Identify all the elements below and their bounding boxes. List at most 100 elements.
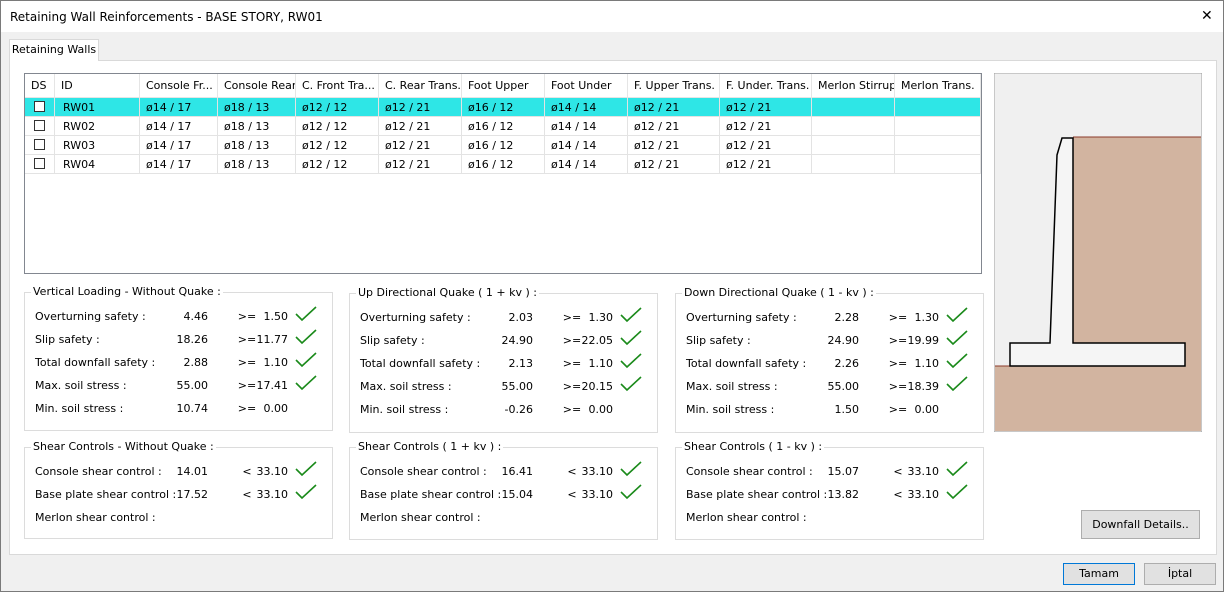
table-cell[interactable]: ø16 / 12 (462, 117, 545, 136)
table-cell[interactable]: ø12 / 21 (628, 136, 720, 155)
check-ok (946, 376, 968, 392)
row-limit: 11.77 (257, 333, 289, 346)
tab[interactable]: Retaining Walls (9, 39, 99, 61)
title-bar: Retaining Wall Reinforcements - BASE STO… (1, 1, 1223, 32)
row-operator: < (888, 465, 908, 478)
table-cell[interactable]: ø12 / 12 (296, 155, 379, 174)
check-mark (621, 462, 641, 475)
table-cell[interactable]: ø12 / 12 (296, 136, 379, 155)
row-limit: 20.15 (582, 380, 614, 393)
wall-table: DSIDConsole Fr...Console RearC. Front Tr… (24, 73, 982, 274)
row-operator: >= (888, 311, 908, 324)
table-cell[interactable]: ø12 / 21 (720, 136, 812, 155)
checkbox[interactable] (34, 101, 45, 112)
table-cell[interactable]: RW02 (55, 117, 140, 136)
table-cell[interactable]: ø12 / 21 (379, 155, 462, 174)
row-value: 55.00 (828, 380, 860, 393)
close-button[interactable]: ✕ (1201, 8, 1213, 24)
check-ok (946, 353, 968, 369)
column-header: DS (25, 74, 55, 98)
checkbox[interactable] (34, 139, 45, 150)
table-cell[interactable]: ø12 / 21 (628, 155, 720, 174)
row-limit: 17.41 (257, 379, 289, 392)
row-label: Merlon shear control : (35, 511, 156, 524)
row-label: Total downfall safety : (686, 357, 806, 370)
row-operator: >= (888, 380, 908, 393)
row-label: Base plate shear control : (686, 488, 827, 501)
row-value: 14.01 (177, 465, 209, 478)
row-limit: 33.10 (908, 488, 940, 501)
checkbox[interactable] (34, 158, 45, 169)
table-cell[interactable]: ø16 / 12 (462, 136, 545, 155)
check-mark (621, 354, 641, 367)
table-cell[interactable]: ø18 / 13 (218, 98, 296, 117)
table-cell[interactable]: RW01 (55, 98, 140, 117)
row-limit: 1.50 (264, 310, 289, 323)
row-value: 2.03 (509, 311, 534, 324)
table-cell[interactable]: ø14 / 14 (545, 98, 628, 117)
table-cell[interactable]: ø12 / 21 (628, 117, 720, 136)
check-mark (947, 331, 967, 344)
table-cell[interactable]: ø12 / 21 (379, 117, 462, 136)
row-operator: >= (237, 356, 257, 369)
check-ok (620, 484, 642, 500)
row-operator: >= (237, 402, 257, 415)
table-cell[interactable]: ø12 / 21 (720, 155, 812, 174)
table-cell[interactable]: ø12 / 21 (628, 98, 720, 117)
row-value: 10.74 (177, 402, 209, 415)
table-cell[interactable]: ø16 / 12 (462, 98, 545, 117)
row-operator: >= (562, 380, 582, 393)
table-cell[interactable]: ø12 / 21 (720, 98, 812, 117)
group-title: Shear Controls ( 1 + kv ) : (356, 440, 503, 453)
table-cell[interactable]: ø12 / 21 (379, 136, 462, 155)
table-cell[interactable]: ø12 / 12 (296, 117, 379, 136)
column-header: Foot Under (545, 74, 628, 98)
table-cell[interactable]: ø14 / 17 (140, 136, 218, 155)
row-label: Merlon shear control : (360, 511, 481, 524)
row-label: Min. soil stress : (360, 403, 448, 416)
column-header: F. Upper Trans. (628, 74, 720, 98)
row-limit: 0.00 (264, 402, 289, 415)
row-limit: 33.10 (582, 465, 614, 478)
row-value: 24.90 (502, 334, 534, 347)
ok-button[interactable]: Tamam (1063, 563, 1135, 585)
check-ok (295, 375, 317, 391)
row-operator: >= (237, 310, 257, 323)
empty-cell (895, 155, 981, 174)
cancel-button[interactable]: İptal (1144, 563, 1216, 585)
table-cell[interactable]: ø14 / 17 (140, 117, 218, 136)
check-ok (295, 484, 317, 500)
row-operator: < (562, 465, 582, 478)
row-operator: >= (888, 334, 908, 347)
row-label: Base plate shear control : (35, 488, 176, 501)
row-limit: 33.10 (257, 465, 289, 478)
row-limit: 0.00 (589, 403, 614, 416)
check-ok (295, 329, 317, 345)
table-cell[interactable]: RW04 (55, 155, 140, 174)
table-cell[interactable]: ø18 / 13 (218, 155, 296, 174)
table-cell[interactable]: ø12 / 12 (296, 98, 379, 117)
soil-front (995, 366, 1201, 431)
table-cell[interactable]: ø14 / 17 (140, 155, 218, 174)
check-mark (947, 485, 967, 498)
row-limit: 33.10 (257, 488, 289, 501)
row-limit: 18.39 (908, 380, 940, 393)
table-cell[interactable]: ø14 / 14 (545, 117, 628, 136)
table-cell[interactable]: ø12 / 21 (379, 98, 462, 117)
table-cell[interactable]: ø14 / 14 (545, 155, 628, 174)
table-cell[interactable]: ø18 / 13 (218, 136, 296, 155)
table-cell[interactable]: ø14 / 14 (545, 136, 628, 155)
checkbox[interactable] (34, 120, 45, 131)
row-value: 24.90 (828, 334, 860, 347)
table-cell[interactable]: ø16 / 12 (462, 155, 545, 174)
row-label: Overturning safety : (35, 310, 146, 323)
row-operator: >= (237, 379, 257, 392)
row-label: Slip safety : (360, 334, 425, 347)
table-cell[interactable]: ø14 / 17 (140, 98, 218, 117)
table-cell[interactable]: ø12 / 21 (720, 117, 812, 136)
row-label: Max. soil stress : (35, 379, 127, 392)
table-cell[interactable]: ø18 / 13 (218, 117, 296, 136)
details-button[interactable]: Downfall Details.. (1081, 510, 1200, 539)
table-cell[interactable]: RW03 (55, 136, 140, 155)
